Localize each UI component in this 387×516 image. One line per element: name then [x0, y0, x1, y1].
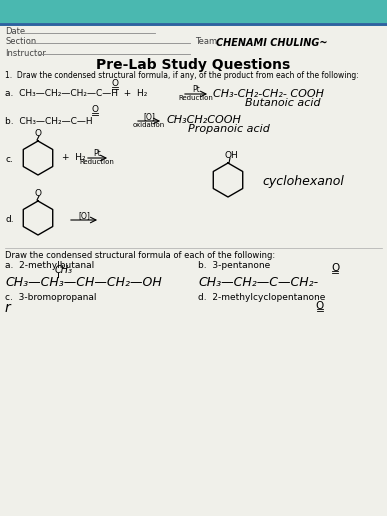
- Text: d.: d.: [5, 216, 14, 224]
- Text: Reduction: Reduction: [178, 95, 214, 101]
- Text: O: O: [111, 79, 118, 89]
- Text: 1.  Draw the condensed structural formula, if any, of the product from each of t: 1. Draw the condensed structural formula…: [5, 72, 359, 80]
- Text: Reduction: Reduction: [80, 159, 115, 165]
- Text: a.  2-methylbutanal: a. 2-methylbutanal: [5, 261, 94, 269]
- FancyBboxPatch shape: [0, 0, 387, 26]
- Text: oxidation: oxidation: [133, 122, 165, 128]
- Text: O: O: [91, 105, 99, 115]
- Text: Propanoic acid: Propanoic acid: [188, 124, 270, 134]
- Text: OH: OH: [224, 152, 238, 160]
- FancyBboxPatch shape: [0, 24, 387, 516]
- Text: Butanoic acid: Butanoic acid: [245, 98, 320, 108]
- Text: Date: Date: [5, 27, 25, 37]
- Text: b.  CH₃—CH₂—C—H: b. CH₃—CH₂—C—H: [5, 117, 92, 125]
- Text: Draw the condensed structural formula of each of the following:: Draw the condensed structural formula of…: [5, 250, 275, 260]
- Text: CH₃—CH₂—C—CH₂-: CH₃—CH₂—C—CH₂-: [198, 276, 318, 288]
- Text: c.  3-bromopropanal: c. 3-bromopropanal: [5, 294, 96, 302]
- Text: O: O: [331, 263, 339, 273]
- Text: +  H₂: + H₂: [62, 153, 86, 163]
- Text: c.: c.: [5, 155, 13, 165]
- Text: Team: Team: [195, 38, 217, 46]
- Text: [O]: [O]: [143, 112, 155, 121]
- Text: Section: Section: [5, 38, 36, 46]
- Text: Pt: Pt: [93, 150, 101, 158]
- Text: CH₃-CH₂-CH₂- COOH: CH₃-CH₂-CH₂- COOH: [213, 89, 324, 99]
- Text: [O]: [O]: [78, 212, 90, 220]
- Text: b.  3-pentanone: b. 3-pentanone: [198, 261, 270, 269]
- Text: Pt: Pt: [192, 86, 200, 94]
- Text: O: O: [34, 189, 41, 199]
- Text: Pre-Lab Study Questions: Pre-Lab Study Questions: [96, 58, 290, 72]
- Text: cyclohexanol: cyclohexanol: [262, 175, 344, 188]
- Text: CHENAMI CHULING~: CHENAMI CHULING~: [216, 38, 327, 48]
- Text: O: O: [316, 301, 324, 311]
- Text: r: r: [5, 301, 11, 315]
- Text: CH₃CH₂COOH: CH₃CH₂COOH: [167, 115, 242, 125]
- Text: CH₃—CH₃—CH—CH₂—OH: CH₃—CH₃—CH—CH₂—OH: [5, 276, 162, 288]
- Text: a.  CH₃—CH₂—CH₂—C—H  +  H₂: a. CH₃—CH₂—CH₂—C—H + H₂: [5, 89, 147, 99]
- Text: CH₃: CH₃: [55, 265, 73, 275]
- Text: Instructor: Instructor: [5, 49, 46, 57]
- Text: O: O: [34, 130, 41, 138]
- Text: d.  2-methylcyclopentanone: d. 2-methylcyclopentanone: [198, 294, 325, 302]
